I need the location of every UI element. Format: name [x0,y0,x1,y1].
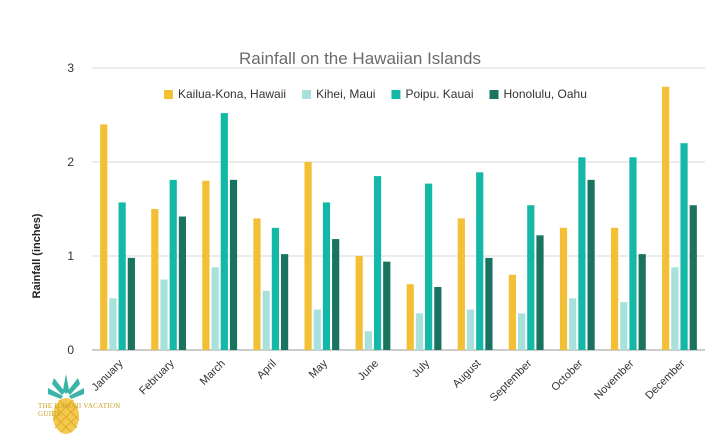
bar [160,279,168,350]
bar [253,218,261,350]
x-tick-label: May [307,357,331,381]
bar [425,183,433,350]
bar [383,261,391,350]
x-tick-label: June [356,358,381,383]
x-tick-label: February [137,357,177,397]
bar [262,290,270,350]
bar [680,143,688,350]
bar [485,257,493,350]
y-tick-label: 3 [67,61,74,75]
bar [280,254,289,350]
bar [587,179,595,350]
bar [689,205,697,350]
bar [536,235,544,350]
x-axis-ticks: January February March April May June July Augu… [90,357,688,404]
bar [457,218,465,350]
y-axis-label: Rainfall (inches) [31,213,43,298]
bar [202,180,210,350]
x-tick-label: August [451,358,484,391]
legend-swatch [489,90,499,99]
bar [127,257,135,350]
bar [662,86,670,351]
bar [169,179,177,350]
x-tick-label: March [198,358,228,388]
bar [629,157,637,350]
bar [466,309,475,350]
y-tick-label: 0 [67,343,74,357]
bar [620,302,628,350]
bar [508,274,517,350]
legend-swatch [164,90,173,99]
legend-swatch [302,90,312,99]
legend-label: Kihei, Maui [316,87,375,101]
x-tick-label: July [410,357,433,380]
bar [373,176,382,350]
bars [100,86,697,351]
bar [610,227,619,350]
bar [313,309,321,350]
x-tick-label: December [643,357,688,402]
y-tick-label: 1 [67,249,74,263]
bar [569,298,577,350]
bar [671,267,679,350]
bar [332,239,340,350]
legend: Kailua-Kona, Hawaii Kihei, Maui Poipu. Kau… [164,87,587,101]
legend-swatch [391,90,401,99]
pineapple-logo-icon [48,374,84,434]
bar [304,162,312,350]
bar [355,256,363,350]
x-tick-label: April [255,358,279,382]
bar [638,254,646,350]
gridlines [92,67,705,351]
legend-label: Kailua-Kona, Hawaii [178,87,286,101]
bar [271,227,279,350]
x-tick-label: October [549,357,585,393]
bar [476,172,484,350]
bar [211,267,219,350]
bar [406,284,414,350]
bar [415,313,424,350]
bar [518,313,526,350]
bar [559,227,568,350]
bar [220,113,228,351]
bar [364,331,372,350]
legend-label: Poipu. Kauai [405,87,473,101]
y-tick-label: 2 [67,155,74,169]
x-tick-label: September [488,357,535,404]
bar [527,205,535,350]
chart-title: Rainfall on the Hawaiian Islands [239,49,481,68]
bar [322,202,331,350]
bar [100,124,108,351]
y-axis-ticks: 0 1 2 3 [67,61,74,357]
bar [578,157,586,350]
legend-label: Honolulu, Oahu [504,87,587,101]
bar [118,202,126,350]
bar [229,179,238,350]
bar [434,287,442,350]
bar [178,216,187,350]
bar [109,298,117,350]
bar [151,209,159,350]
logo-text: THE HAWAII VACATION GUIDE [38,402,121,418]
x-tick-label: November [592,357,637,402]
